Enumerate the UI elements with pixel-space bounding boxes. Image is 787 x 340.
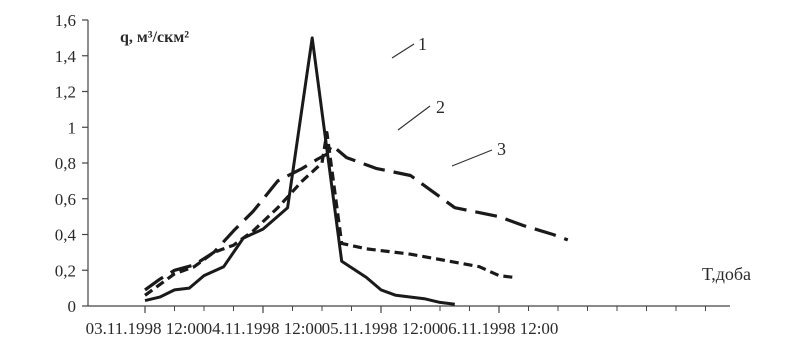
y-tick-label: 1	[68, 118, 77, 137]
x-axis-label: Т,доба	[702, 264, 751, 284]
y-axis-label: q, м³/скм²	[120, 29, 189, 46]
y-tick-label: 0,2	[55, 261, 76, 280]
y-tick-label: 0	[68, 297, 77, 316]
y-tick-label: 0,6	[55, 190, 76, 209]
x-tick-label: 05.11.1998 12:00	[322, 319, 441, 338]
series-callouts: 1 2 3	[391, 34, 506, 167]
x-tick-label: 06.11.1998 12:00	[440, 319, 559, 338]
x-tick-label: 04.11.1998 12:00	[204, 319, 323, 338]
y-tick-label: 0,8	[55, 154, 76, 173]
series-label-1: 1	[418, 34, 427, 54]
axes	[87, 20, 730, 307]
callout-leader	[391, 43, 415, 59]
y-axis-ticks: 0 0,2 0,4 0,6 0,8 1 1,2 1,4 1,6	[55, 11, 88, 316]
y-tick-label: 1,4	[55, 47, 77, 66]
series-line-3	[144, 143, 569, 292]
series-line-1	[144, 36, 455, 306]
y-tick-label: 0,4	[55, 226, 77, 245]
y-tick-label: 1,2	[55, 83, 76, 102]
callout-leader	[451, 149, 493, 167]
y-tick-label: 1,6	[55, 11, 76, 30]
series-lines	[144, 36, 569, 306]
series-line-2	[144, 131, 514, 297]
x-tick-label: 03.11.1998 12:00	[86, 319, 205, 338]
series-label-2: 2	[436, 97, 445, 117]
series-label-3: 3	[497, 139, 506, 159]
x-axis-ticks: 03.11.1998 12:00 04.11.1998 12:00 05.11.19…	[86, 306, 706, 338]
callout-leader	[397, 105, 431, 131]
